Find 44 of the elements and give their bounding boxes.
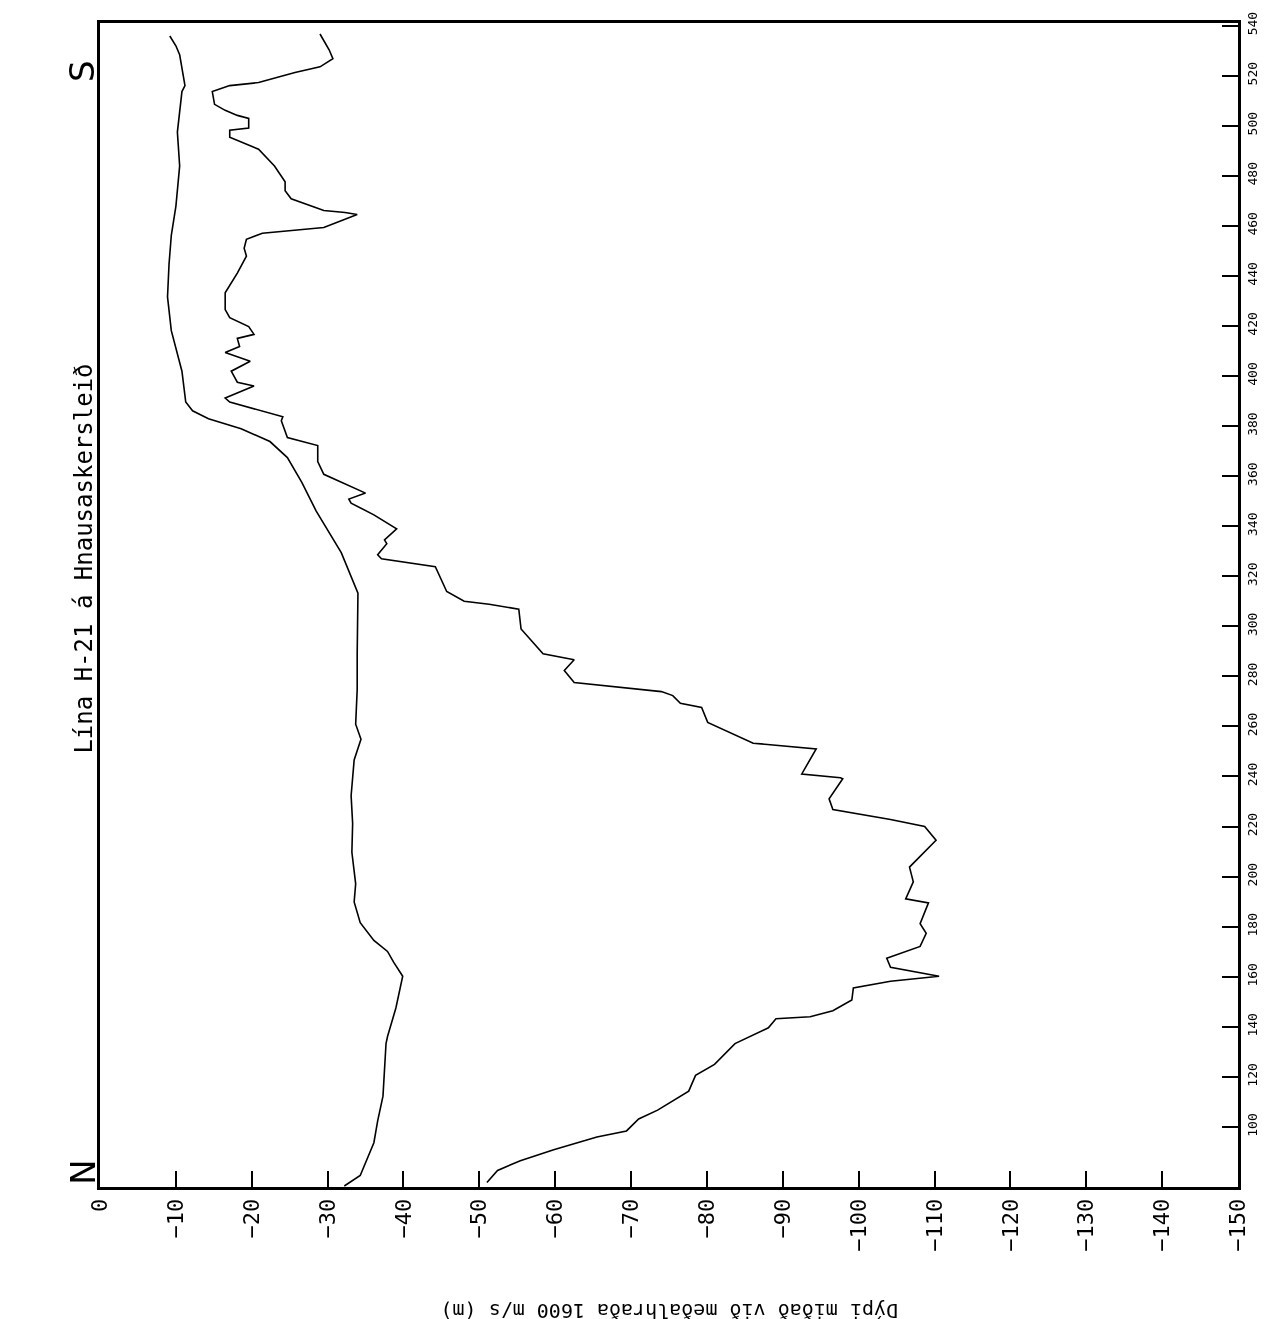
y-tick-label: 300 — [1244, 612, 1260, 637]
y-tick-label: 200 — [1244, 862, 1260, 887]
line-series — [211, 33, 940, 1184]
y-tick-label: 340 — [1244, 512, 1260, 536]
x-tick-label: −30 — [314, 1198, 340, 1239]
x-tick-label: −90 — [769, 1198, 795, 1239]
y-tick-label: 380 — [1244, 412, 1260, 436]
y-tick-label: 400 — [1244, 362, 1260, 386]
x-tick-label: −130 — [1073, 1198, 1099, 1252]
x-tick-label: −150 — [1225, 1198, 1251, 1252]
x-tick-label: −40 — [390, 1198, 416, 1239]
y-tick-label: 180 — [1244, 912, 1260, 937]
y-tick-label: 320 — [1244, 562, 1260, 586]
x-tick-label: −100 — [845, 1198, 871, 1252]
y-tick-label: 460 — [1244, 212, 1260, 236]
x-tick-label: −10 — [163, 1198, 189, 1239]
x-tick-label: −80 — [694, 1198, 720, 1239]
x-tick-label: −120 — [997, 1198, 1023, 1252]
y-tick-label: 260 — [1244, 712, 1260, 737]
x-tick-label: −140 — [1149, 1198, 1175, 1252]
y-tick-label: 520 — [1244, 61, 1260, 86]
y-tick-label: 360 — [1244, 462, 1260, 486]
y-tick-label: 500 — [1244, 111, 1260, 136]
y-tick-label: 220 — [1244, 812, 1260, 837]
annotation: S — [62, 60, 103, 83]
y-tick-label: 140 — [1244, 1013, 1260, 1037]
x-tick-label: −70 — [618, 1198, 644, 1239]
y-tick-label: 440 — [1244, 262, 1260, 286]
line-series — [166, 35, 404, 1187]
y-tick-label: 120 — [1244, 1063, 1260, 1087]
y-tick-label: 160 — [1244, 963, 1260, 987]
y-tick-label: 420 — [1244, 312, 1260, 336]
x-tick-label: −110 — [921, 1198, 947, 1252]
x-tick-label: 0 — [87, 1198, 113, 1213]
y-tick-label: 100 — [1244, 1113, 1260, 1137]
y-tick-label: 280 — [1244, 662, 1260, 687]
x-tick-label: −50 — [466, 1198, 492, 1239]
y-tick-label: 480 — [1244, 162, 1260, 186]
x-tick-label: −20 — [238, 1198, 264, 1239]
y-tick-label: 540 — [1244, 11, 1260, 36]
annotation: N — [62, 1159, 103, 1185]
y-tick-label: 240 — [1244, 762, 1260, 787]
x-tick-label: −60 — [542, 1198, 568, 1239]
text: Lína H-21 á Hnausaskersleið — [69, 363, 98, 754]
